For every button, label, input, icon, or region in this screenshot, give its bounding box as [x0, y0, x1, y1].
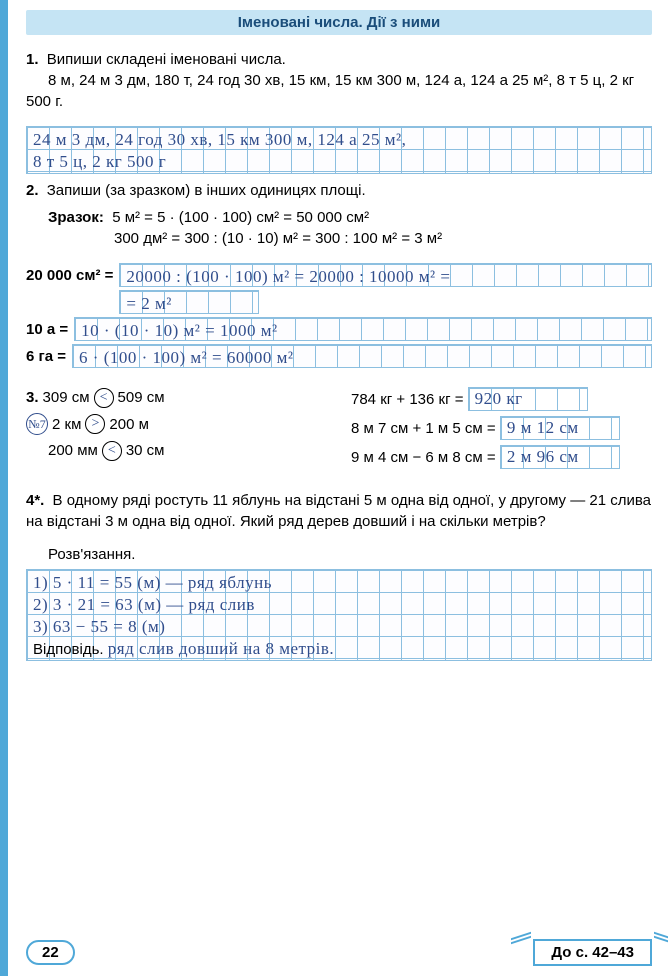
t3-rc-ans: 2 м 96 см: [500, 445, 620, 469]
t2-r2-ans: 10 · (10 · 10) м² = 1000 м²: [81, 321, 277, 340]
task-4-grid: 1) 5 · 11 = 55 (м) — ряд яблунь 2) 3 · 2…: [26, 569, 652, 661]
t2-r1-ans1: 20000 : (100 · 100) м² = 20000 : 10000 м…: [126, 267, 450, 286]
task-1-answer-grid: 24 м 3 дм, 24 год 30 хв, 15 км 300 м, 12…: [26, 126, 652, 174]
sample-label: Зразок:: [48, 209, 104, 226]
t2-r1-label: 20 000 см² =: [26, 267, 113, 284]
t2-r1-ans2: = 2 м²: [126, 294, 171, 313]
t3-ra-expr: 784 кг + 136 кг =: [351, 389, 463, 410]
t3-rc-expr: 9 м 4 см − 6 м 8 см =: [351, 447, 496, 468]
t4-s3: 3) 63 − 55 = 8 (м): [33, 616, 645, 638]
task-2: 2. Запиши (за зразком) в інших одиницях …: [26, 180, 652, 249]
task-3-right: 784 кг + 136 кг = 920 кг 8 м 7 см + 1 м …: [351, 382, 652, 474]
section-header: Іменовані числа. Дії з ними: [26, 10, 652, 35]
t3-lc-r: 30 см: [126, 440, 165, 461]
compare-circle: <: [102, 441, 122, 461]
task-4-num: 4*.: [26, 492, 44, 509]
page-footer: 22 До с. 42–43: [26, 939, 652, 966]
task-4-prompt: В одному ряді ростуть 11 яблунь на відст…: [26, 492, 651, 530]
t2-r2-label: 10 а =: [26, 321, 68, 338]
t3-lc-l: 200 мм: [48, 440, 98, 461]
t4-s2: 2) 3 · 21 = 63 (м) — ряд слив: [33, 594, 645, 616]
task-2-prompt: Запиши (за зразком) в інших одиницях пло…: [47, 182, 366, 199]
task-3: 3. 309 см < 509 см №7 2 км > 200 м 200 м…: [26, 382, 652, 474]
page-reference: До с. 42–43: [533, 939, 652, 966]
task-2-row1b: 20 000 см² = = 2 м²: [26, 290, 652, 314]
solve-label: Розв'язання.: [48, 546, 652, 563]
task-2-row2: 10 а = 10 · (10 · 10) м² = 1000 м²: [26, 317, 652, 341]
task-1-ans-line2: 8 т 5 ц, 2 кг 500 г: [33, 151, 645, 173]
task-1-num: 1.: [26, 51, 39, 68]
compare-circle: >: [85, 414, 105, 434]
task-1-prompt: Випиши складені іменовані числа.: [47, 51, 286, 68]
t3-rb-expr: 8 м 7 см + 1 м 5 см =: [351, 418, 496, 439]
task-3-left: 3. 309 см < 509 см №7 2 км > 200 м 200 м…: [26, 382, 327, 474]
hand-mark-icon: №7: [26, 413, 48, 435]
task-2-row1: 20 000 см² = 20000 : (100 · 100) м² = 20…: [26, 263, 652, 287]
task-3-num: 3.: [26, 387, 39, 408]
t2-r3-label: 6 га =: [26, 348, 66, 365]
t3-lb-l: 2 км: [52, 414, 81, 435]
task-1: 1. Випиши складені іменовані числа. 8 м,…: [26, 49, 652, 112]
t4-ans: ряд слив довший на 8 метрів.: [108, 639, 334, 658]
ans-label: Відповідь.: [33, 641, 104, 658]
t3-ra-ans: 920 кг: [468, 387, 588, 411]
task-2-row3: 6 га = 6 · (100 · 100) м² = 60000 м²: [26, 344, 652, 368]
task-2-num: 2.: [26, 182, 39, 199]
t3-lb-r: 200 м: [109, 414, 149, 435]
task-4: 4*. В одному ряді ростуть 11 яблунь на в…: [26, 490, 652, 532]
sample-2: 300 дм² = 300 : (10 · 10) м² = 300 : 100…: [114, 230, 442, 247]
t2-r3-ans: 6 · (100 · 100) м² = 60000 м²: [79, 348, 293, 367]
t3-la-r: 509 см: [118, 387, 165, 408]
task-1-given: 8 м, 24 м 3 дм, 180 т, 24 год 30 хв, 15 …: [26, 72, 634, 110]
page-number: 22: [26, 940, 75, 965]
t4-s1: 1) 5 · 11 = 55 (м) — ряд яблунь: [33, 572, 645, 594]
t3-la-l: 309 см: [43, 387, 90, 408]
sample-1: 5 м² = 5 · (100 · 100) см² = 50 000 см²: [112, 209, 369, 226]
t3-rb-ans: 9 м 12 см: [500, 416, 620, 440]
compare-circle: <: [94, 388, 114, 408]
task-1-ans-line1: 24 м 3 дм, 24 год 30 хв, 15 км 300 м, 12…: [33, 129, 645, 151]
